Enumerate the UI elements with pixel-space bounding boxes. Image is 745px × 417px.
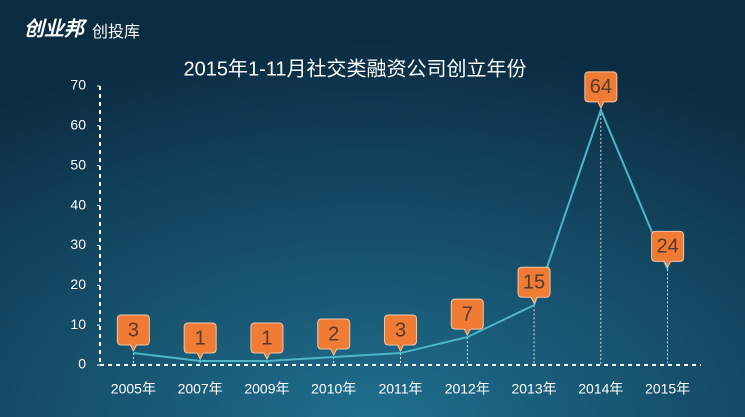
x-tick-label: 2007年: [178, 381, 223, 397]
data-label: 15: [523, 271, 545, 293]
y-tick-label: 30: [70, 236, 86, 252]
logo-sub: 创投库: [92, 23, 140, 41]
y-tick-label: 50: [70, 156, 86, 172]
data-label: 7: [462, 303, 473, 325]
label-callout: [651, 230, 685, 269]
data-label: 2: [328, 323, 339, 345]
x-tick-label: 2014年: [578, 381, 623, 397]
label-callout: [384, 314, 417, 353]
y-tick-label: 40: [70, 196, 86, 212]
label-callout: [317, 318, 351, 357]
label-callout: [250, 322, 284, 361]
line: [133, 107, 669, 363]
label-callout: [584, 71, 618, 110]
y-tick-label: 0: [78, 356, 86, 372]
data-label: 64: [590, 76, 612, 98]
chart-title: 2015年1-11月社交类融资公司创立年份: [183, 57, 526, 80]
data-label: 24: [656, 236, 678, 258]
label-callout: [183, 322, 217, 361]
y-tick-label: 60: [70, 117, 86, 133]
label-callout: [450, 298, 484, 337]
data-label: 1: [261, 327, 272, 349]
x-tick-label: 2015年: [645, 381, 690, 397]
y-tick-label: 70: [70, 77, 86, 93]
data-label: 1: [195, 327, 206, 349]
x-tick-label: 2012年: [445, 381, 490, 397]
y-tick-label: 10: [70, 316, 86, 332]
y-tick-label: 20: [70, 276, 86, 292]
x-tick-label: 2011年: [378, 381, 422, 397]
x-tick-label: 2005年: [111, 381, 156, 397]
label-callout: [517, 266, 551, 305]
x-tick-label: 2013年: [511, 381, 556, 397]
data-label: 3: [395, 319, 406, 341]
logo: 创业邦: [24, 17, 88, 40]
x-tick-label: 2010年: [311, 381, 356, 397]
label-callout: [116, 314, 150, 353]
data-label: 3: [128, 319, 139, 341]
x-tick-label: 2009年: [244, 381, 289, 397]
